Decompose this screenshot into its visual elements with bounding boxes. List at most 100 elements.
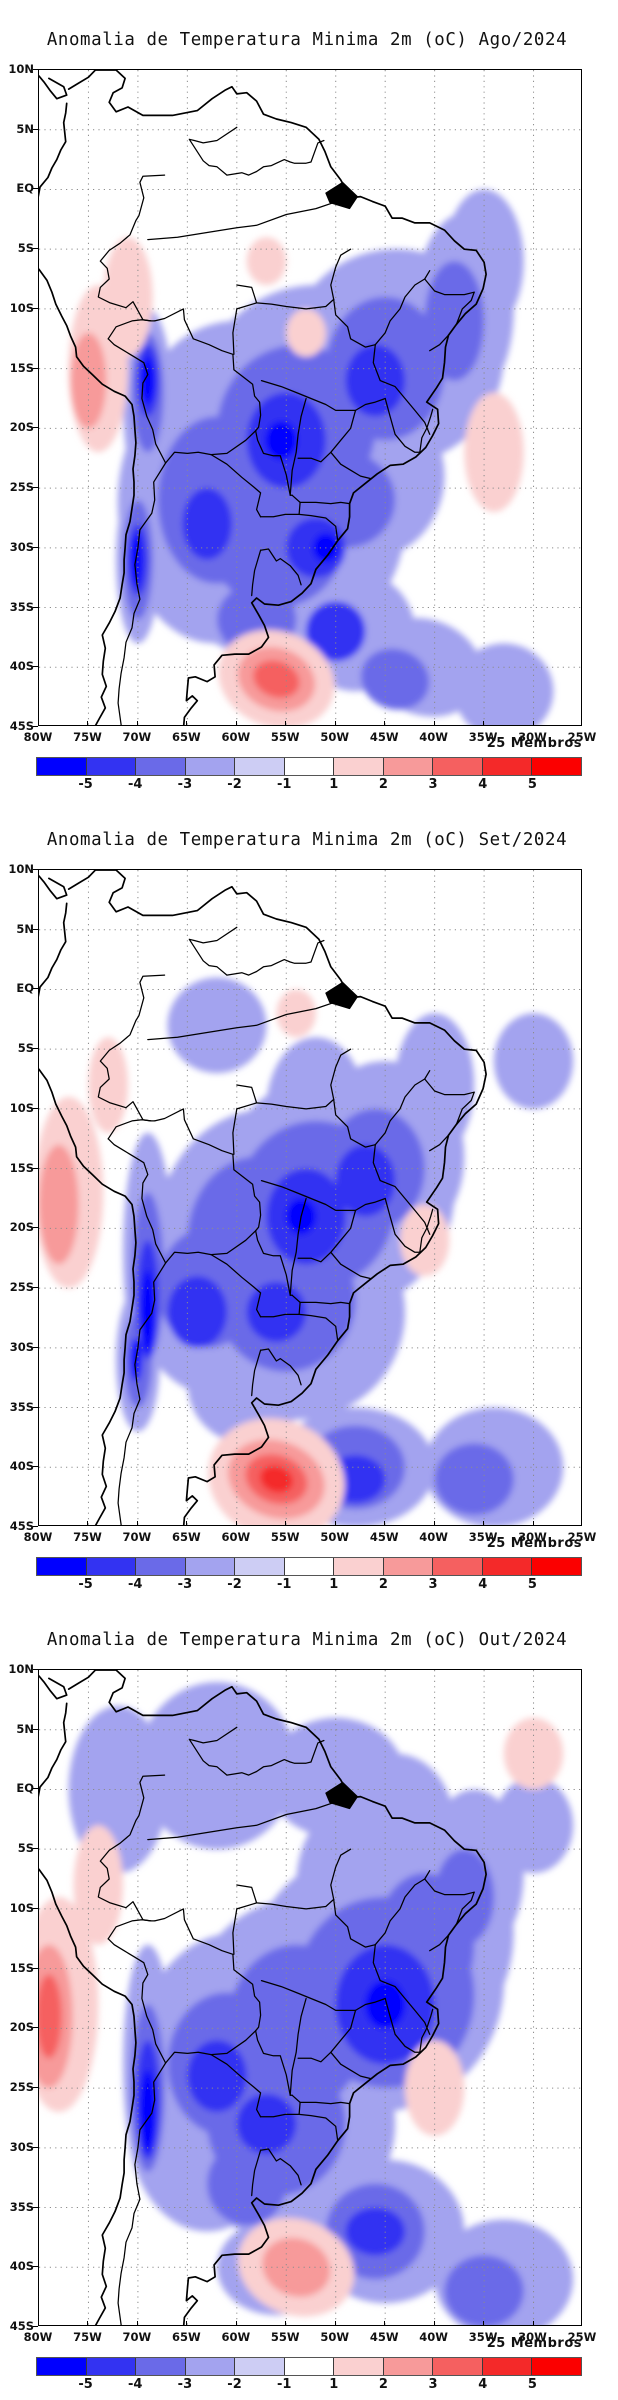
x-axis-tick — [136, 2321, 138, 2326]
x-axis-label: 65W — [172, 1530, 201, 1544]
x-axis-tick — [433, 1521, 435, 1526]
x-axis-label: 30W — [518, 2330, 547, 2344]
colorbar-tick-label: -5 — [78, 1577, 93, 1592]
x-axis-label: 75W — [73, 2330, 102, 2344]
x-axis-label: 70W — [122, 1530, 152, 1544]
colorbar-swatch — [37, 758, 87, 775]
y-axis-label: 20S — [9, 420, 34, 435]
x-axis-label: 40W — [419, 2330, 448, 2344]
colorbar-swatch — [185, 2358, 236, 2375]
y-axis-label: 15S — [9, 1160, 34, 1175]
y-axis-label: 20S — [9, 1220, 34, 1235]
colorbar-tick-label: -5 — [78, 777, 93, 792]
colorbar-tick-label: 3 — [428, 777, 438, 792]
panel-title-out: Anomalia de Temperatura Minima 2m (oC) O… — [46, 1630, 568, 1650]
y-axis-label: EQ — [16, 1781, 34, 1796]
y-axis-label: 45S — [9, 2319, 34, 2333]
colorbar-swatch — [86, 758, 137, 775]
colorbar-swatch — [86, 2358, 137, 2375]
colorbar-tick-label: -3 — [177, 777, 193, 792]
colorbar-tick-label: -3 — [177, 1577, 193, 1592]
colorbar-swatch — [86, 1558, 137, 1575]
y-axis-tick — [33, 128, 38, 130]
colorbar-ticks-ago: -5 -4 -3 -2 -1 1 2 3 4 5 — [36, 777, 582, 793]
x-axis-label: 50W — [320, 730, 350, 744]
colorbar-tick-label: -1 — [276, 777, 292, 792]
colorbar-tick-label: -3 — [177, 2377, 193, 2392]
colorbar-tick-label: -1 — [276, 1577, 292, 1592]
anomaly-field — [39, 870, 581, 1525]
x-axis-label: 45W — [369, 1530, 399, 1544]
y-axis-tick — [33, 1227, 38, 1229]
colorbar-tick-label: -4 — [128, 777, 143, 792]
y-axis-tick — [33, 606, 38, 608]
y-axis-tick — [33, 2266, 38, 2268]
y-axis-tick — [33, 2326, 38, 2327]
x-axis-label: 80W — [23, 2330, 53, 2344]
y-axis-label: 15S — [9, 360, 34, 375]
colorbar-strip-ago — [36, 757, 582, 776]
colorbar-swatch — [37, 2358, 87, 2375]
x-axis-label: 35W — [468, 2330, 498, 2344]
x-axis-tick — [186, 1521, 188, 1526]
x-axis-tick — [87, 2321, 89, 2326]
colorbar-swatch — [235, 758, 285, 775]
colorbar-strip-set — [36, 1557, 582, 1576]
anomaly-field — [39, 70, 581, 725]
y-axis-tick — [33, 666, 38, 668]
x-axis-tick — [136, 1521, 138, 1526]
x-axis-label: 45W — [369, 730, 399, 744]
y-axis-tick — [33, 1788, 38, 1790]
y-axis-tick — [33, 1669, 38, 1670]
x-axis-tick — [384, 1521, 386, 1526]
y-axis-label: 45S — [9, 1519, 34, 1533]
y-axis-label: 15S — [9, 1960, 34, 1975]
y-axis-tick — [33, 2087, 38, 2089]
x-axis-label: 55W — [270, 2330, 300, 2344]
x-axis-label: 25W — [567, 1530, 597, 1544]
colorbar-swatch — [37, 1558, 87, 1575]
y-axis-label: 10S — [9, 1100, 34, 1115]
x-axis-label: 30W — [518, 1530, 547, 1544]
x-axis-tick — [87, 1521, 89, 1526]
colorbar-tick-label: 1 — [329, 777, 339, 792]
colorbar-tick-label: 4 — [478, 2377, 488, 2392]
x-axis-label: 80W — [23, 1530, 53, 1544]
colorbar-swatch — [433, 1558, 483, 1575]
x-axis-label: 40W — [419, 730, 448, 744]
x-axis-label: 80W — [23, 730, 53, 744]
colorbar-tick-label: 5 — [527, 1577, 537, 1592]
colorbar-tick-label: 1 — [329, 2377, 339, 2392]
x-axis-tick — [285, 2321, 287, 2326]
x-axis-label: 55W — [270, 1530, 300, 1544]
y-axis-tick — [33, 1526, 38, 1527]
colorbar-swatch — [383, 2358, 434, 2375]
colorbar-swatch — [185, 1558, 236, 1575]
y-axis-tick — [33, 69, 38, 70]
y-axis-label: 40S — [9, 1459, 34, 1474]
y-axis-tick — [33, 188, 38, 190]
colorbar-swatch — [136, 758, 186, 775]
colorbar-swatch — [136, 1558, 186, 1575]
colorbar-swatch — [532, 2358, 582, 2375]
colorbar-swatch — [284, 1558, 335, 1575]
colorbar-swatch — [482, 758, 533, 775]
colorbar-swatch — [532, 758, 582, 775]
y-axis-tick — [33, 1406, 38, 1408]
colorbar-swatch — [433, 758, 483, 775]
colorbar-tick-label: -2 — [227, 1577, 242, 1592]
colorbar-tick-label: 2 — [378, 777, 388, 792]
x-axis-tick — [532, 721, 534, 726]
y-axis-tick — [33, 2146, 38, 2148]
y-axis-tick — [33, 2027, 38, 2029]
x-axis-label: 60W — [221, 730, 251, 744]
y-axis-label: 20S — [9, 2020, 34, 2035]
x-axis-label: 50W — [320, 1530, 350, 1544]
colorbar-swatch — [532, 1558, 582, 1575]
y-axis-tick — [33, 487, 38, 489]
y-axis-label: 35S — [9, 1399, 34, 1414]
y-axis-tick — [33, 1728, 38, 1730]
x-axis-label: 50W — [320, 2330, 350, 2344]
colorbar-tick-label: -1 — [276, 2377, 292, 2392]
